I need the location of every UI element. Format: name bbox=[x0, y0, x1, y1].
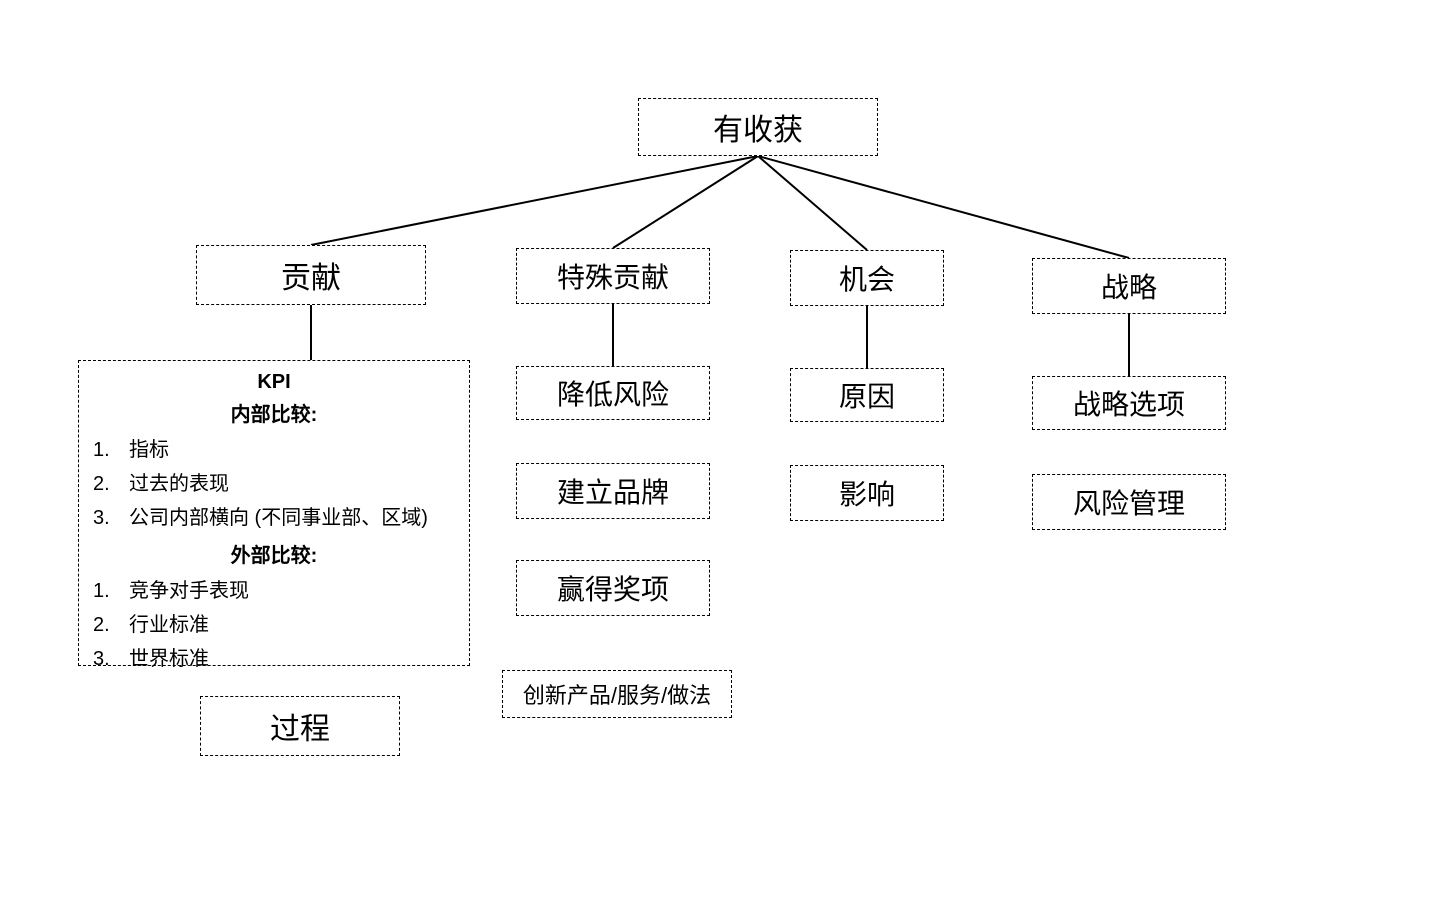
special-child-3: 创新产品/服务/做法 bbox=[502, 670, 732, 718]
root-node: 有收获 bbox=[638, 98, 878, 156]
opportunity-child-1: 影响 bbox=[790, 465, 944, 521]
process-label: 过程 bbox=[270, 704, 330, 748]
list-item: 1.指标 bbox=[93, 433, 455, 467]
strategy-child-1: 风险管理 bbox=[1032, 474, 1226, 530]
branch-strategy-label: 战略 bbox=[1101, 266, 1157, 306]
branch-strategy: 战略 bbox=[1032, 258, 1226, 314]
kpi-internal-list: 1.指标 2.过去的表现 3.公司内部横向 (不同事业部、区域) bbox=[93, 433, 455, 535]
strategy-child-0: 战略选项 bbox=[1032, 376, 1226, 430]
kpi-external-list: 1.竞争对手表现 2.行业标准 3.世界标准 bbox=[93, 574, 455, 676]
kpi-internal-subtitle: 内部比较: bbox=[93, 398, 455, 427]
branch-special: 特殊贡献 bbox=[516, 248, 710, 304]
branch-contribution-label: 贡献 bbox=[281, 253, 341, 297]
branch-special-label: 特殊贡献 bbox=[557, 256, 669, 296]
list-item: 3.公司内部横向 (不同事业部、区域) bbox=[93, 501, 455, 535]
branch-contribution: 贡献 bbox=[196, 245, 426, 305]
opportunity-child-0: 原因 bbox=[790, 368, 944, 422]
kpi-title: KPI bbox=[93, 371, 455, 394]
special-child-2: 赢得奖项 bbox=[516, 560, 710, 616]
branch-opportunity: 机会 bbox=[790, 250, 944, 306]
list-item: 2.行业标准 bbox=[93, 608, 455, 642]
special-child-0: 降低风险 bbox=[516, 366, 710, 420]
list-item: 2.过去的表现 bbox=[93, 467, 455, 501]
list-item: 3.世界标准 bbox=[93, 642, 455, 676]
kpi-external-subtitle: 外部比较: bbox=[93, 539, 455, 568]
root-label: 有收获 bbox=[713, 105, 803, 149]
list-item: 1.竞争对手表现 bbox=[93, 574, 455, 608]
process-node: 过程 bbox=[200, 696, 400, 756]
kpi-box: KPI 内部比较: 1.指标 2.过去的表现 3.公司内部横向 (不同事业部、区… bbox=[78, 360, 470, 666]
special-child-1: 建立品牌 bbox=[516, 463, 710, 519]
branch-opportunity-label: 机会 bbox=[839, 258, 895, 298]
